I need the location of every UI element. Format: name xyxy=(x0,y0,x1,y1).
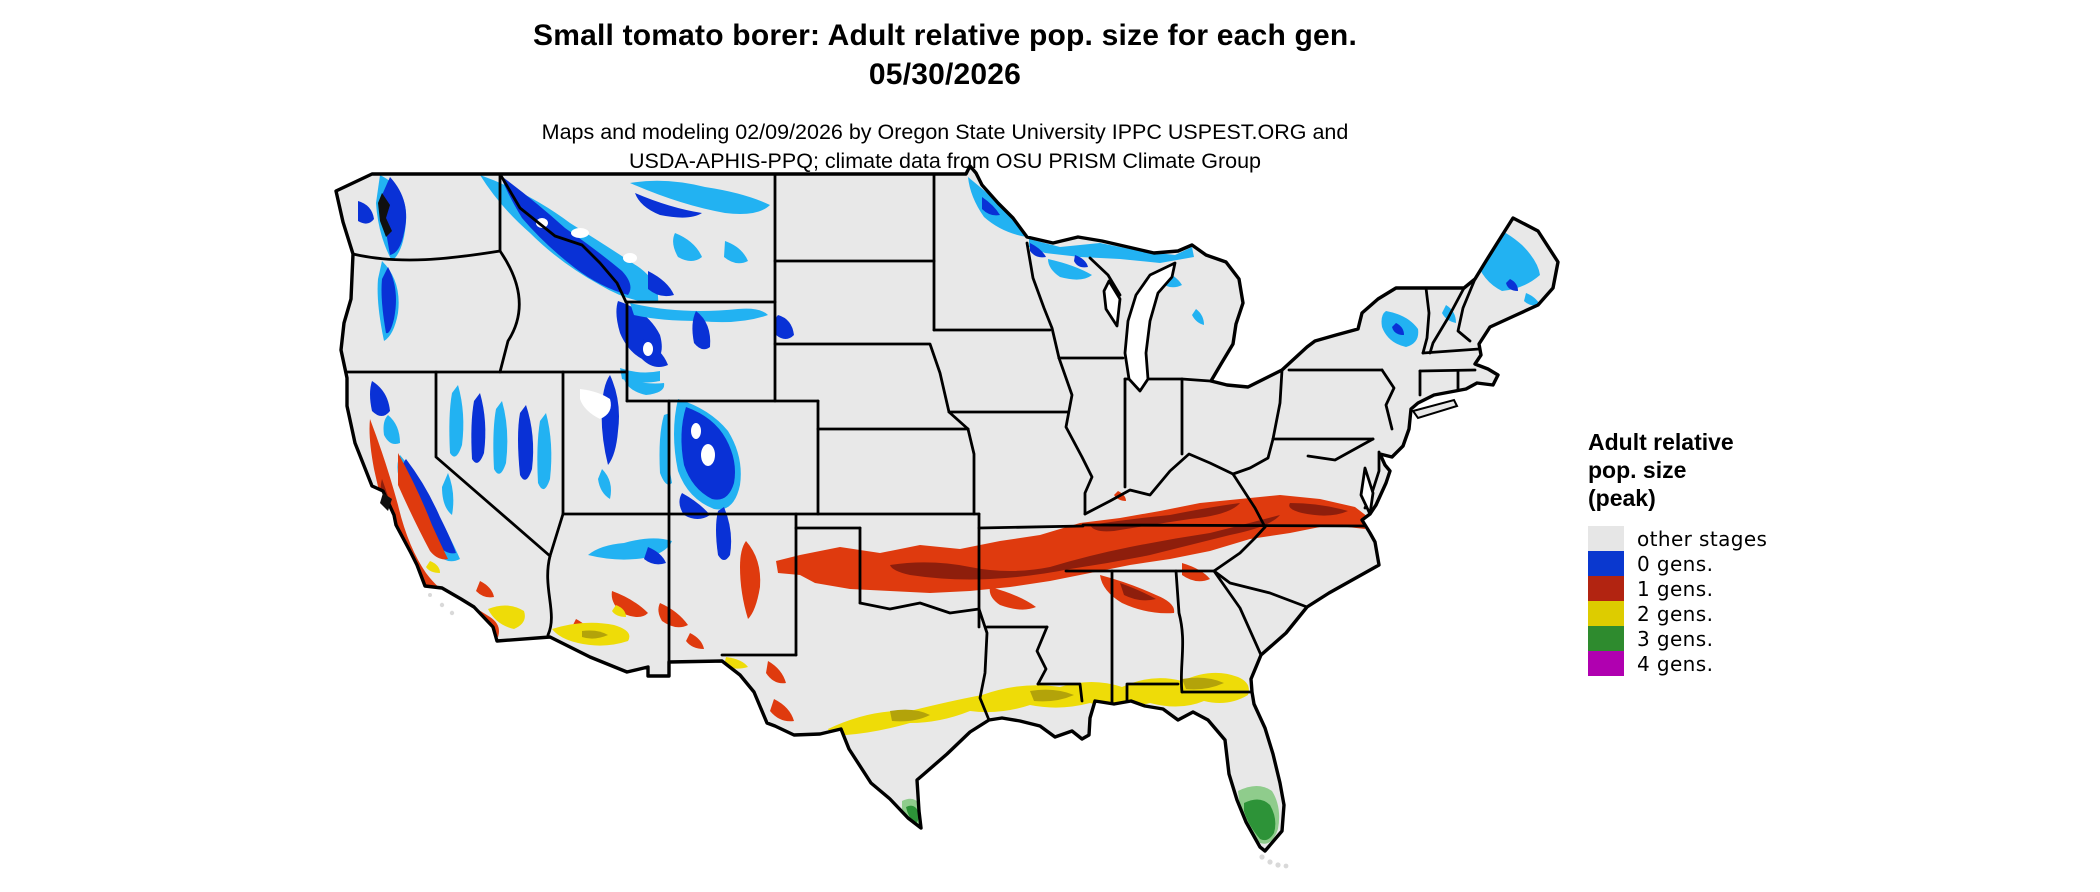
us-map-svg xyxy=(334,164,1560,869)
header: Small tomato borer: Adult relative pop. … xyxy=(0,16,1890,176)
puget-sound xyxy=(378,193,392,237)
legend-swatch-3-gens xyxy=(1588,626,1624,652)
legend-row-other-stages: other stages xyxy=(1588,526,1818,552)
legend-row-3-gens: 3 gens. xyxy=(1588,626,1818,652)
legend-row-0-gens: 0 gens. xyxy=(1588,551,1818,577)
legend-row-1-gens: 1 gens. xyxy=(1588,576,1818,602)
subtitle-line-2: USDA-APHIS-PPQ; climate data from OSU PR… xyxy=(628,149,1262,174)
map-title-date: 05/30/2026 xyxy=(868,58,1022,91)
map-subtitle: Maps and modeling 02/09/2026 by Oregon S… xyxy=(0,118,1890,176)
state-borders xyxy=(342,172,1481,722)
map-legend: Adult relative pop. size (peak) other st… xyxy=(1588,428,1818,677)
gens0-blue-regions xyxy=(358,175,1540,565)
island-specks xyxy=(428,593,1289,869)
lake-michigan xyxy=(1123,261,1177,393)
green-bay xyxy=(1102,279,1122,328)
dark-water-blobs xyxy=(378,193,392,511)
legend-title: Adult relative pop. size (peak) xyxy=(1588,429,1734,512)
legend-row-2-gens: 2 gens. xyxy=(1588,601,1818,627)
legend-row-4-gens: 4 gens. xyxy=(1588,651,1818,677)
legend-items: other stages 0 gens. 1 gens. 2 gens. 3 g… xyxy=(1588,526,1818,677)
subtitle-line-1: Maps and modeling 02/09/2026 by Oregon S… xyxy=(541,120,1349,144)
map-title: Small tomato borer: Adult relative pop. … xyxy=(533,19,1357,52)
land-other-stages xyxy=(336,166,1558,851)
us-choropleth-map xyxy=(330,163,1560,869)
us-outline xyxy=(334,164,1560,853)
legend-swatch-0-gens xyxy=(1588,551,1624,577)
nodata-white-pockets xyxy=(536,218,715,466)
long-island xyxy=(1411,398,1459,420)
legend-swatch-2-gens xyxy=(1588,601,1624,627)
legend-swatch-other-stages xyxy=(1588,526,1624,552)
inland-lakes xyxy=(1102,261,1375,516)
raster-layer xyxy=(336,166,1558,851)
gens3-green-regions xyxy=(902,786,1280,844)
legend-swatch-4-gens xyxy=(1588,651,1624,677)
sf-bay xyxy=(380,493,392,511)
legend-swatch-1-gens xyxy=(1588,576,1624,602)
gens2-yellow-regions xyxy=(426,561,1249,735)
